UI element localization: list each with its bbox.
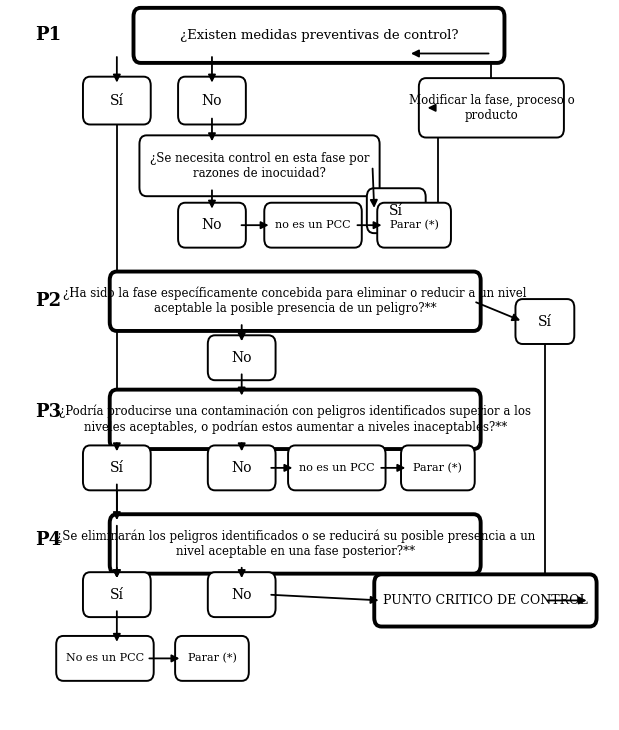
Text: Sí: Sí [110,93,124,107]
FancyBboxPatch shape [208,335,275,380]
FancyBboxPatch shape [110,514,481,574]
Text: ¿Se necesita control en esta fase por
razones de inocuidad?: ¿Se necesita control en esta fase por ra… [150,152,370,180]
FancyBboxPatch shape [56,636,154,681]
Text: no es un PCC: no es un PCC [275,220,351,230]
Text: P2: P2 [35,292,61,310]
FancyBboxPatch shape [134,8,504,63]
FancyBboxPatch shape [178,203,246,247]
FancyBboxPatch shape [374,575,597,626]
Text: No: No [232,350,252,365]
FancyBboxPatch shape [175,636,249,681]
Text: ¿Podría producirse una contaminación con peligros identificados superior a los
n: ¿Podría producirse una contaminación con… [59,404,531,434]
Text: ¿Existen medidas preventivas de control?: ¿Existen medidas preventivas de control? [180,29,458,42]
Text: P1: P1 [35,26,61,45]
FancyBboxPatch shape [419,78,564,137]
FancyBboxPatch shape [367,188,426,233]
FancyBboxPatch shape [401,445,475,491]
FancyBboxPatch shape [288,445,386,491]
FancyBboxPatch shape [516,299,574,344]
Text: No es un PCC: No es un PCC [66,653,144,664]
FancyBboxPatch shape [83,445,151,491]
Text: no es un PCC: no es un PCC [299,463,374,473]
FancyBboxPatch shape [208,572,275,617]
Text: ¿Se eliminarán los peligros identificados o se reducirá su posible presencia a u: ¿Se eliminarán los peligros identificado… [56,530,535,558]
Text: PUNTO CRITICO DE CONTROL: PUNTO CRITICO DE CONTROL [383,594,588,607]
Text: Sí: Sí [389,204,403,218]
Text: Parar (*): Parar (*) [413,463,462,473]
FancyBboxPatch shape [83,572,151,617]
Text: Parar (*): Parar (*) [188,653,236,664]
FancyBboxPatch shape [110,272,481,331]
Text: ¿Ha sido la fase específicamente concebida para eliminar o reducir a un nivel
ac: ¿Ha sido la fase específicamente concebi… [63,287,527,315]
Text: Sí: Sí [110,588,124,602]
Text: P4: P4 [35,531,61,549]
Text: Modificar la fase, proceso o
producto: Modificar la fase, proceso o producto [409,94,574,122]
Text: Sí: Sí [538,315,552,328]
Text: No: No [202,218,222,232]
Text: No: No [232,588,252,602]
FancyBboxPatch shape [83,77,151,125]
Text: P3: P3 [35,403,61,421]
FancyBboxPatch shape [377,203,451,247]
Text: Sí: Sí [110,461,124,475]
FancyBboxPatch shape [208,445,275,491]
FancyBboxPatch shape [178,77,246,125]
FancyBboxPatch shape [139,135,379,196]
Text: No: No [232,461,252,475]
Text: Parar (*): Parar (*) [389,220,438,231]
FancyBboxPatch shape [264,203,361,247]
FancyBboxPatch shape [110,390,481,449]
Text: No: No [202,93,222,107]
